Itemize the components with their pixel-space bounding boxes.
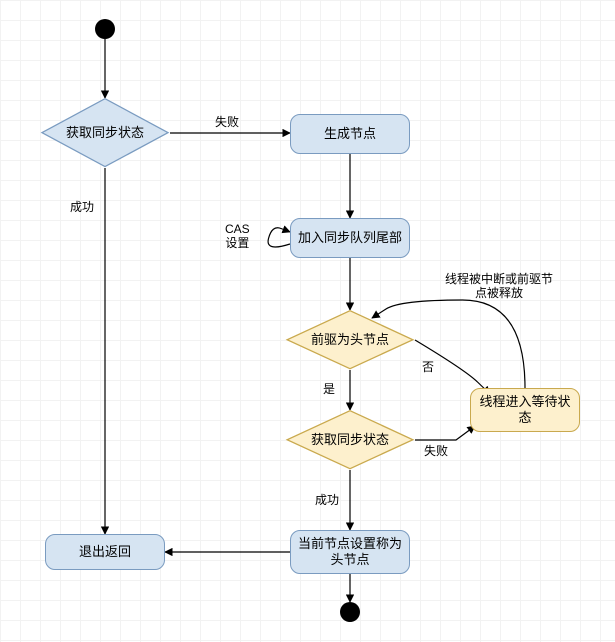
node-label-r_wait: 线程进入等待状态 bbox=[477, 394, 573, 427]
edge-label-e_d1_gen: 失败 bbox=[215, 115, 239, 129]
node-label-d_acquire1: 获取同步状态 bbox=[40, 98, 170, 168]
node-start bbox=[95, 19, 115, 39]
edge-label-e_wait_back: 线程被中断或前驱节 点被释放 bbox=[445, 272, 553, 301]
node-label-r_sethead: 当前节点设置称为头节点 bbox=[297, 536, 403, 569]
edge-label-e_acq2_ok: 成功 bbox=[315, 493, 339, 507]
edge-label-e_enq_self: CAS 设置 bbox=[225, 222, 250, 251]
edge-label-e_pred_yes: 是 bbox=[323, 382, 335, 396]
edge-e_pred_no bbox=[415, 340, 490, 394]
edge-label-e_acq2_fail: 失败 bbox=[424, 444, 448, 458]
node-label-r_enqueue: 加入同步队列尾部 bbox=[298, 230, 402, 246]
node-r_wait: 线程进入等待状态 bbox=[470, 388, 580, 432]
node-label-d_predhead: 前驱为头节点 bbox=[285, 310, 415, 370]
node-label-d_acquire2: 获取同步状态 bbox=[285, 410, 415, 470]
node-d_acquire2: 获取同步状态 bbox=[285, 410, 415, 470]
edge-e_acq2_fail bbox=[415, 426, 475, 440]
node-r_sethead: 当前节点设置称为头节点 bbox=[290, 530, 410, 574]
edge-label-e_pred_no: 否 bbox=[422, 360, 434, 374]
node-end bbox=[340, 602, 360, 622]
node-d_predhead: 前驱为头节点 bbox=[285, 310, 415, 370]
node-r_enqueue: 加入同步队列尾部 bbox=[290, 218, 410, 258]
node-r_exit: 退出返回 bbox=[45, 534, 165, 570]
edge-label-e_d1_exit: 成功 bbox=[70, 200, 94, 214]
edge-e_enq_self bbox=[268, 228, 290, 247]
node-label-r_exit: 退出返回 bbox=[79, 544, 131, 560]
flowchart-canvas: 获取同步状态生成节点加入同步队列尾部前驱为头节点获取同步状态线程进入等待状态当前… bbox=[0, 0, 615, 642]
node-label-r_gennode: 生成节点 bbox=[324, 126, 376, 142]
node-r_gennode: 生成节点 bbox=[290, 114, 410, 154]
node-d_acquire1: 获取同步状态 bbox=[40, 98, 170, 168]
